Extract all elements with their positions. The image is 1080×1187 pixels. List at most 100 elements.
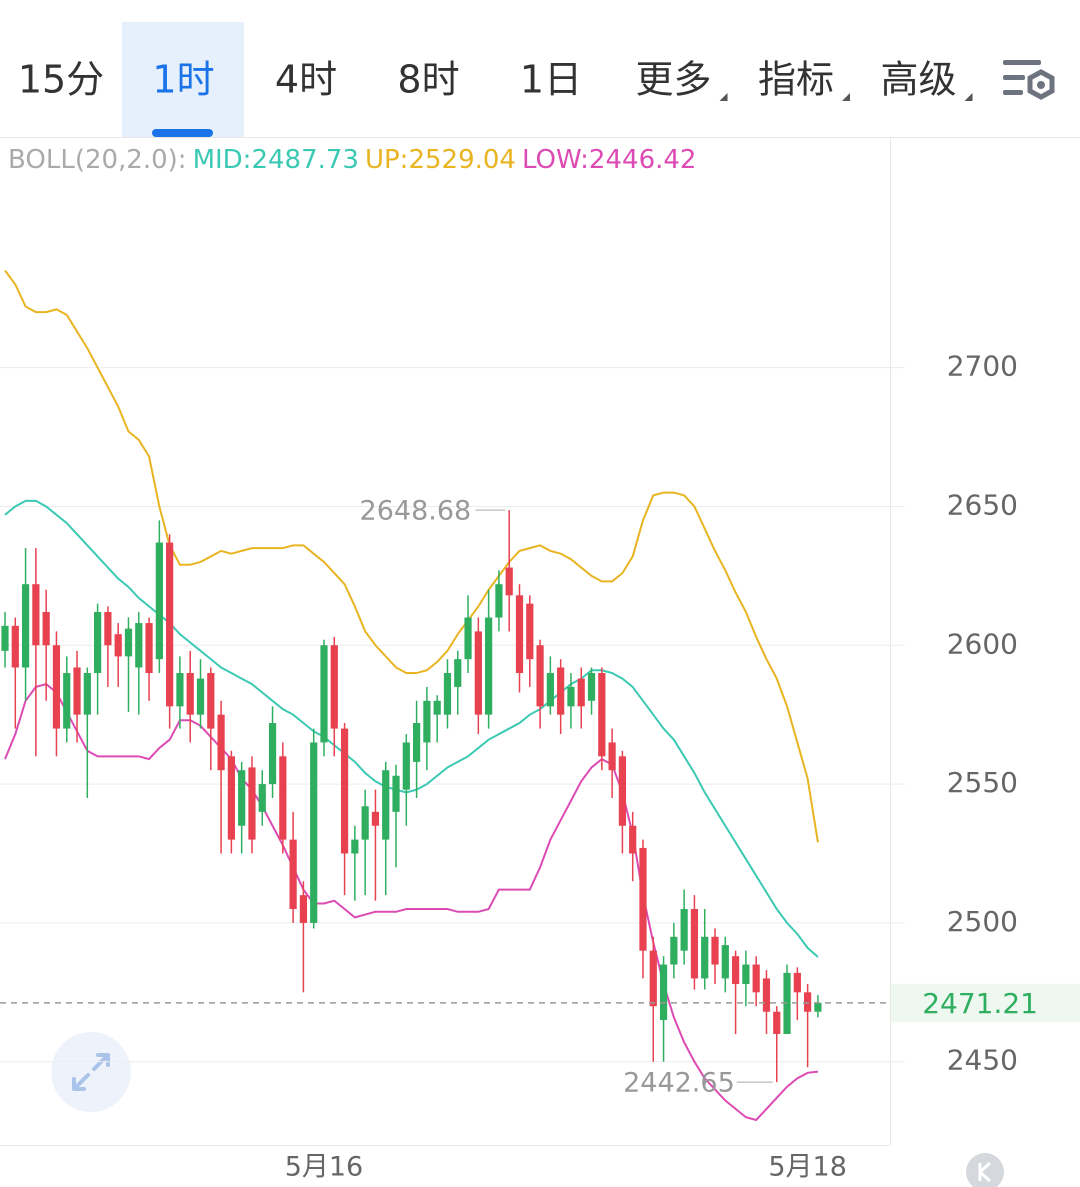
y-tick-label: 2550 [947, 766, 1018, 799]
candle-body [217, 714, 225, 771]
candle-body [361, 806, 369, 840]
candle-body [557, 667, 565, 715]
candle-body [721, 945, 729, 979]
candle-body [742, 964, 750, 984]
candle-body [330, 645, 338, 729]
tab[interactable]: 8时 [397, 58, 459, 102]
last-price-box [891, 983, 1080, 1022]
candle-body [762, 978, 771, 1012]
candle-body [94, 611, 102, 674]
candle-body [42, 611, 50, 646]
boll-line [4, 269, 819, 843]
active-tab-bg [122, 22, 244, 137]
button-bg [966, 1153, 1004, 1187]
candle-body [145, 623, 153, 674]
candle-body [21, 584, 30, 668]
candle-body [433, 700, 441, 715]
candle-body [1, 625, 9, 651]
candle-body [207, 673, 215, 729]
y-tick-label: 2600 [947, 627, 1018, 660]
candle-body [567, 686, 575, 707]
legend-entry: LOW:2446.42 [522, 145, 696, 175]
candle-body [227, 756, 235, 840]
candle-body [804, 992, 812, 1012]
candle-body [32, 584, 40, 646]
candle-body [608, 742, 616, 771]
dropdown-caret [719, 93, 728, 101]
y-tick-label: 2500 [947, 905, 1018, 938]
candle-body [186, 673, 194, 715]
candle-body [814, 1002, 822, 1012]
candle-body [413, 723, 421, 762]
candle-body [659, 964, 668, 1021]
candle-body [155, 542, 163, 660]
y-tick-label: 2700 [947, 350, 1018, 383]
tab[interactable]: 15分 [18, 58, 104, 102]
candle-body [649, 950, 657, 1007]
dropdown-caret [964, 93, 973, 101]
candle-body [701, 936, 709, 979]
candle-body [196, 678, 205, 715]
candle-body [793, 972, 801, 993]
candle-body [454, 659, 462, 687]
candle-body [546, 673, 554, 707]
y-tick-label: 2450 [947, 1044, 1018, 1077]
expand-button[interactable] [51, 1032, 131, 1112]
settings-icon[interactable] [1003, 60, 1055, 100]
candle-body [680, 909, 688, 951]
candle-body [618, 756, 626, 826]
dropdown-caret [842, 93, 850, 101]
low-label: 2442.65 [623, 1068, 735, 1099]
candle-body [289, 839, 297, 910]
candle-body [11, 625, 19, 668]
candle-body [515, 595, 524, 674]
icon-hex [1027, 69, 1055, 100]
candle-body [690, 909, 699, 979]
icon-dot [1037, 81, 1045, 89]
tab[interactable]: 1时 [152, 58, 214, 102]
candle-body [340, 728, 349, 854]
candle-body [752, 964, 760, 993]
candle-body [474, 631, 482, 715]
tab[interactable]: 指标 [758, 58, 834, 102]
candle-body [731, 956, 740, 984]
boll-line [4, 499, 819, 958]
candle-body [382, 770, 390, 840]
candle-body [773, 1011, 781, 1034]
legend: BOLL(20,2.0): MID:2487.73 UP:2529.04 LOW:24… [8, 145, 696, 175]
last-price-label: 2471.21 [922, 987, 1038, 1020]
tab[interactable]: 1日 [520, 58, 582, 102]
candle-body [423, 700, 431, 743]
candle-body [587, 673, 596, 701]
candle-body [536, 645, 544, 707]
candle-body [268, 723, 277, 785]
candle-body [505, 567, 513, 596]
boll-line [4, 683, 819, 1122]
candle-body [52, 645, 61, 729]
candle-body [114, 634, 122, 657]
candle-body [166, 542, 174, 707]
x-tick-label: 5月18 [768, 1152, 847, 1183]
candle-body [711, 936, 719, 965]
candle-body [63, 673, 71, 729]
tab[interactable]: 更多 [635, 58, 711, 102]
candle-body [577, 678, 585, 707]
icon-bar [1003, 75, 1025, 80]
tab[interactable]: 4时 [275, 58, 337, 102]
k-icon [978, 1161, 992, 1183]
candle-body [783, 972, 791, 1034]
candle-body [320, 645, 328, 743]
x-tick-label: 5月16 [285, 1152, 364, 1183]
candle-body [629, 825, 637, 854]
y-tick-label: 2650 [947, 488, 1018, 521]
candle-body [73, 667, 81, 715]
high-label: 2648.68 [360, 496, 472, 527]
candle-body [392, 775, 400, 812]
candle-body [485, 617, 493, 715]
kline-button[interactable] [966, 1153, 1004, 1187]
tab[interactable]: 高级 [880, 58, 956, 102]
button-bg [51, 1032, 131, 1112]
candle-body [124, 628, 133, 657]
